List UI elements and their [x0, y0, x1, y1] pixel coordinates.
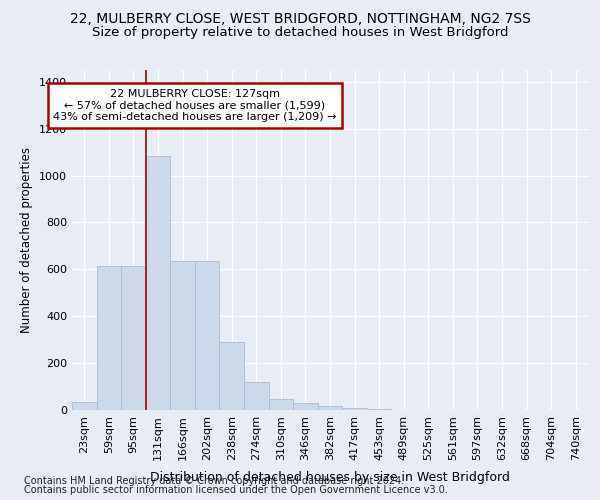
- Text: Contains HM Land Registry data © Crown copyright and database right 2024.: Contains HM Land Registry data © Crown c…: [24, 476, 404, 486]
- Y-axis label: Number of detached properties: Number of detached properties: [20, 147, 34, 333]
- Bar: [195, 261, 220, 410]
- Bar: [318, 406, 342, 410]
- Bar: [72, 402, 97, 410]
- Bar: [121, 266, 146, 410]
- X-axis label: Distribution of detached houses by size in West Bridgford: Distribution of detached houses by size …: [150, 471, 510, 484]
- Bar: [293, 403, 318, 410]
- Text: Size of property relative to detached houses in West Bridgford: Size of property relative to detached ho…: [92, 26, 508, 39]
- Bar: [244, 382, 269, 410]
- Bar: [170, 261, 195, 410]
- Bar: [220, 342, 244, 410]
- Text: Contains public sector information licensed under the Open Government Licence v3: Contains public sector information licen…: [24, 485, 448, 495]
- Bar: [342, 408, 367, 410]
- Text: 22, MULBERRY CLOSE, WEST BRIDGFORD, NOTTINGHAM, NG2 7SS: 22, MULBERRY CLOSE, WEST BRIDGFORD, NOTT…: [70, 12, 530, 26]
- Bar: [97, 266, 121, 410]
- Text: 22 MULBERRY CLOSE: 127sqm
← 57% of detached houses are smaller (1,599)
43% of se: 22 MULBERRY CLOSE: 127sqm ← 57% of detac…: [53, 89, 337, 122]
- Bar: [146, 156, 170, 410]
- Bar: [269, 398, 293, 410]
